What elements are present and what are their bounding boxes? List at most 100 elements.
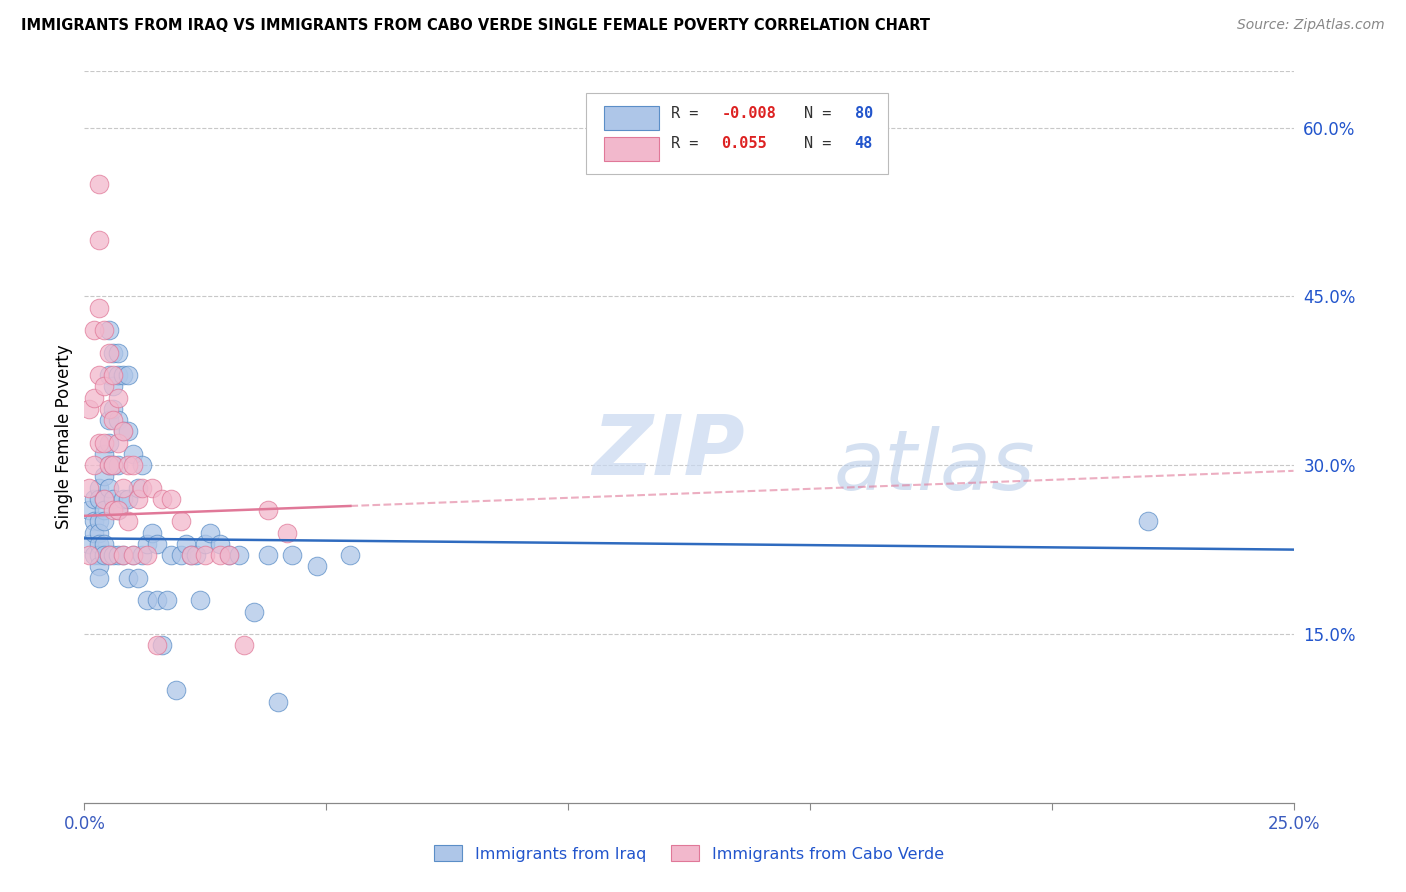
Point xyxy=(136,548,159,562)
Point xyxy=(107,548,129,562)
Point xyxy=(97,481,120,495)
Point xyxy=(87,571,110,585)
Point xyxy=(160,548,183,562)
Point xyxy=(103,368,125,383)
Text: N =: N = xyxy=(804,106,841,120)
Legend: Immigrants from Iraq, Immigrants from Cabo Verde: Immigrants from Iraq, Immigrants from Ca… xyxy=(427,838,950,868)
Point xyxy=(103,345,125,359)
Point xyxy=(208,548,231,562)
Point xyxy=(87,368,110,383)
Point xyxy=(127,481,149,495)
Point xyxy=(117,425,139,439)
Point xyxy=(93,491,115,506)
Point xyxy=(127,491,149,506)
Point xyxy=(276,525,298,540)
Point xyxy=(93,447,115,461)
Point xyxy=(93,379,115,393)
Point xyxy=(305,559,328,574)
Point xyxy=(121,458,143,473)
Point xyxy=(93,469,115,483)
Point xyxy=(97,435,120,450)
Point xyxy=(117,368,139,383)
Point xyxy=(117,571,139,585)
Point xyxy=(112,548,135,562)
Point xyxy=(77,481,100,495)
Point xyxy=(146,593,169,607)
Text: atlas: atlas xyxy=(834,425,1036,507)
Point xyxy=(107,503,129,517)
Text: ZIP: ZIP xyxy=(592,411,745,492)
Point xyxy=(218,548,240,562)
Point xyxy=(184,548,207,562)
Point xyxy=(174,537,197,551)
Point xyxy=(97,458,120,473)
Point xyxy=(112,425,135,439)
Point xyxy=(87,537,110,551)
Point xyxy=(103,379,125,393)
Point xyxy=(93,503,115,517)
Text: N =: N = xyxy=(804,136,841,152)
Point xyxy=(83,515,105,529)
Point xyxy=(107,368,129,383)
FancyBboxPatch shape xyxy=(605,106,659,130)
Text: 80: 80 xyxy=(855,106,873,120)
Point xyxy=(87,548,110,562)
Point xyxy=(83,525,105,540)
Point xyxy=(97,323,120,337)
Point xyxy=(267,694,290,708)
Point xyxy=(141,525,163,540)
Point xyxy=(160,491,183,506)
Point xyxy=(194,548,217,562)
Point xyxy=(218,548,240,562)
Point xyxy=(141,481,163,495)
Point xyxy=(77,401,100,416)
Point xyxy=(93,515,115,529)
Point xyxy=(170,515,193,529)
Point xyxy=(112,491,135,506)
Point xyxy=(180,548,202,562)
Point xyxy=(198,525,221,540)
Text: R =: R = xyxy=(671,136,717,152)
Point xyxy=(97,548,120,562)
Text: R =: R = xyxy=(671,106,707,120)
Point xyxy=(93,491,115,506)
Y-axis label: Single Female Poverty: Single Female Poverty xyxy=(55,345,73,529)
Point xyxy=(93,537,115,551)
Point xyxy=(112,425,135,439)
Point xyxy=(112,481,135,495)
Point xyxy=(83,323,105,337)
Point xyxy=(131,548,153,562)
Point xyxy=(93,435,115,450)
Text: 48: 48 xyxy=(855,136,873,152)
Point xyxy=(83,458,105,473)
Point xyxy=(97,368,120,383)
Point xyxy=(107,458,129,473)
Point xyxy=(103,413,125,427)
Point xyxy=(121,548,143,562)
Point xyxy=(97,345,120,359)
Point xyxy=(87,177,110,191)
Point xyxy=(121,548,143,562)
Point xyxy=(107,345,129,359)
Point xyxy=(242,605,264,619)
Point xyxy=(257,503,280,517)
Point xyxy=(97,401,120,416)
Point xyxy=(77,548,100,562)
Point xyxy=(136,537,159,551)
Point xyxy=(93,323,115,337)
Point xyxy=(103,491,125,506)
Point xyxy=(117,491,139,506)
Point xyxy=(87,233,110,247)
Point xyxy=(87,481,110,495)
Point xyxy=(150,491,173,506)
Point xyxy=(107,435,129,450)
Point xyxy=(165,683,187,698)
Text: IMMIGRANTS FROM IRAQ VS IMMIGRANTS FROM CABO VERDE SINGLE FEMALE POVERTY CORRELA: IMMIGRANTS FROM IRAQ VS IMMIGRANTS FROM … xyxy=(21,18,931,33)
Point xyxy=(228,548,250,562)
Point xyxy=(117,458,139,473)
Point xyxy=(117,515,139,529)
Point xyxy=(103,458,125,473)
Text: -0.008: -0.008 xyxy=(721,106,776,120)
Point xyxy=(233,638,256,652)
Point xyxy=(103,503,125,517)
